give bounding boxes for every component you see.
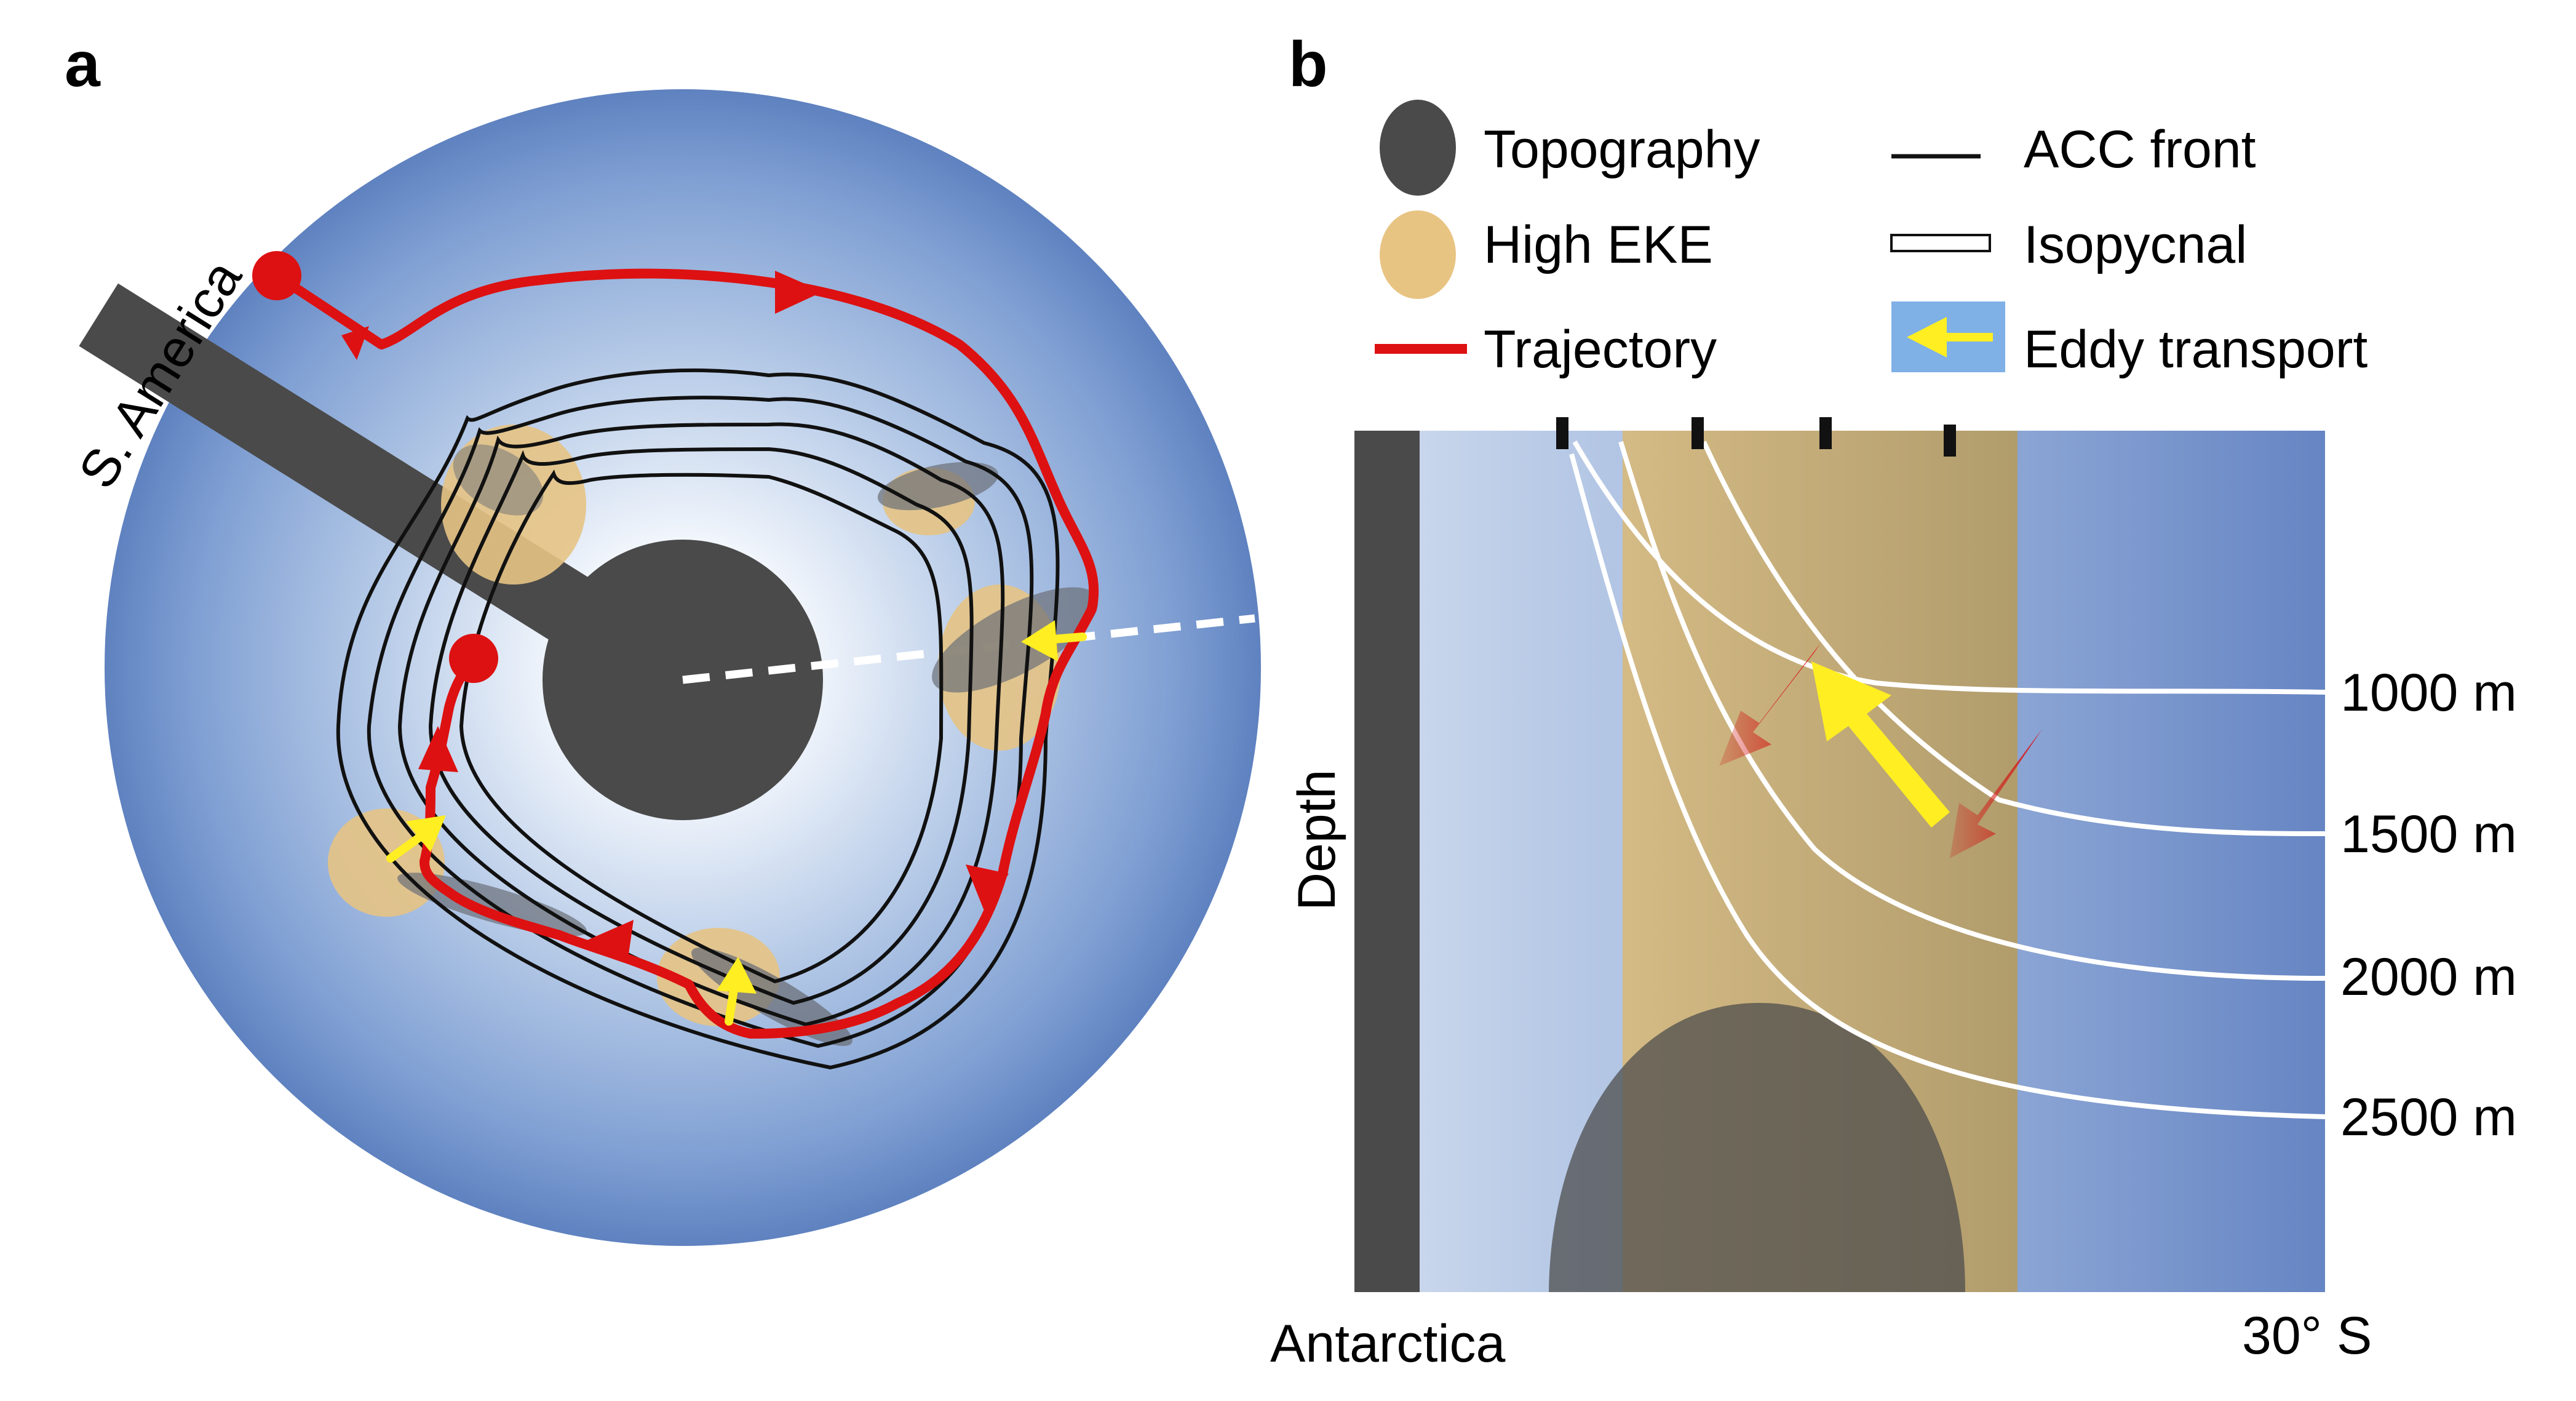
eddy-transport-arrow bbox=[386, 829, 429, 863]
trajectory-arrowhead bbox=[775, 271, 823, 314]
trajectory bbox=[272, 268, 1099, 1039]
panel-b-letter: b bbox=[1289, 29, 1328, 100]
eddy-flux-arrow bbox=[1950, 729, 2042, 858]
panel-b: b Topography High EKE Trajectory ACC fro… bbox=[1270, 29, 2517, 1373]
trajectory-start-marker bbox=[252, 251, 301, 300]
isopycnal-line bbox=[1618, 441, 2326, 981]
acc-front bbox=[397, 422, 1005, 1027]
cross-section bbox=[1354, 417, 2326, 1292]
isopycnal-line bbox=[1701, 441, 2326, 836]
trajectory-path bbox=[272, 268, 1099, 1039]
legend-topography-label: Topography bbox=[1484, 120, 1760, 179]
acc-front-marker bbox=[1819, 417, 1832, 449]
trajectory-arrowhead bbox=[341, 326, 369, 360]
trajectory-arrowheads bbox=[341, 271, 1009, 963]
legend-isopycnal-swatch bbox=[1890, 234, 1991, 252]
depth-label-2500: 2500 m bbox=[2340, 1088, 2517, 1147]
acc-front-marker bbox=[1944, 425, 1956, 457]
acc-front bbox=[336, 368, 1060, 1070]
acc-front bbox=[459, 469, 944, 984]
panel-a-letter: a bbox=[65, 29, 101, 100]
isopycnals bbox=[1569, 440, 2326, 1119]
eddy-transport-arrow bbox=[1811, 661, 1950, 828]
eddy-flux-arrow bbox=[1719, 643, 1821, 766]
legend-isopycnal-label: Isopycnal bbox=[2024, 215, 2247, 274]
legend-trajectory-label: Trajectory bbox=[1484, 320, 1717, 379]
trajectory-arrowhead bbox=[418, 726, 458, 772]
legend-acc-front-label: ACC front bbox=[2024, 120, 2256, 179]
trajectory-arrowhead bbox=[584, 920, 634, 963]
seafloor-topography bbox=[1549, 1003, 1965, 1292]
panel-a: a bbox=[65, 29, 1261, 1246]
isopycnal-line bbox=[1569, 453, 2326, 1119]
trajectory-end-marker bbox=[449, 634, 498, 683]
eddy-transport-arrow bbox=[1021, 620, 1058, 661]
depth-labels: 1000 m 1500 m 2000 m 2500 m bbox=[2340, 663, 2517, 1147]
eddy-transport-arrows-a bbox=[386, 620, 1087, 1026]
eddy-transport-arrow bbox=[406, 815, 446, 852]
acc-front-marker bbox=[1556, 417, 1568, 449]
legend-topography-swatch bbox=[1380, 100, 1456, 196]
depth-label-1500: 1500 m bbox=[2340, 805, 2517, 864]
legend-high-eke-label: High EKE bbox=[1484, 215, 1713, 274]
acc-front-marker bbox=[1691, 417, 1704, 449]
x-right-label: 30° S bbox=[2242, 1306, 2372, 1365]
x-left-label: Antarctica bbox=[1270, 1314, 1506, 1373]
s-america-landmass bbox=[79, 283, 702, 711]
antarctica-wall bbox=[1354, 431, 1420, 1292]
legend-high-eke-swatch bbox=[1380, 210, 1456, 299]
isopycnal-line bbox=[1572, 440, 2326, 695]
depth-label-1000: 1000 m bbox=[2340, 663, 2517, 722]
legend: Topography High EKE Trajectory ACC front… bbox=[1375, 100, 2367, 379]
y-axis-label: Depth bbox=[1287, 770, 1346, 911]
acc-front-markers bbox=[1556, 417, 1956, 457]
eddy-transport-arrow bbox=[717, 957, 757, 994]
section-line bbox=[682, 614, 1255, 684]
legend-eddy-transport-label: Eddy transport bbox=[2024, 320, 2367, 379]
trajectory-arrowhead bbox=[966, 864, 1009, 911]
eddy-transport-arrows-b bbox=[1719, 643, 2042, 858]
depth-label-2000: 2000 m bbox=[2340, 948, 2517, 1007]
legend-eddy-transport-arrowhead bbox=[1907, 317, 1947, 357]
